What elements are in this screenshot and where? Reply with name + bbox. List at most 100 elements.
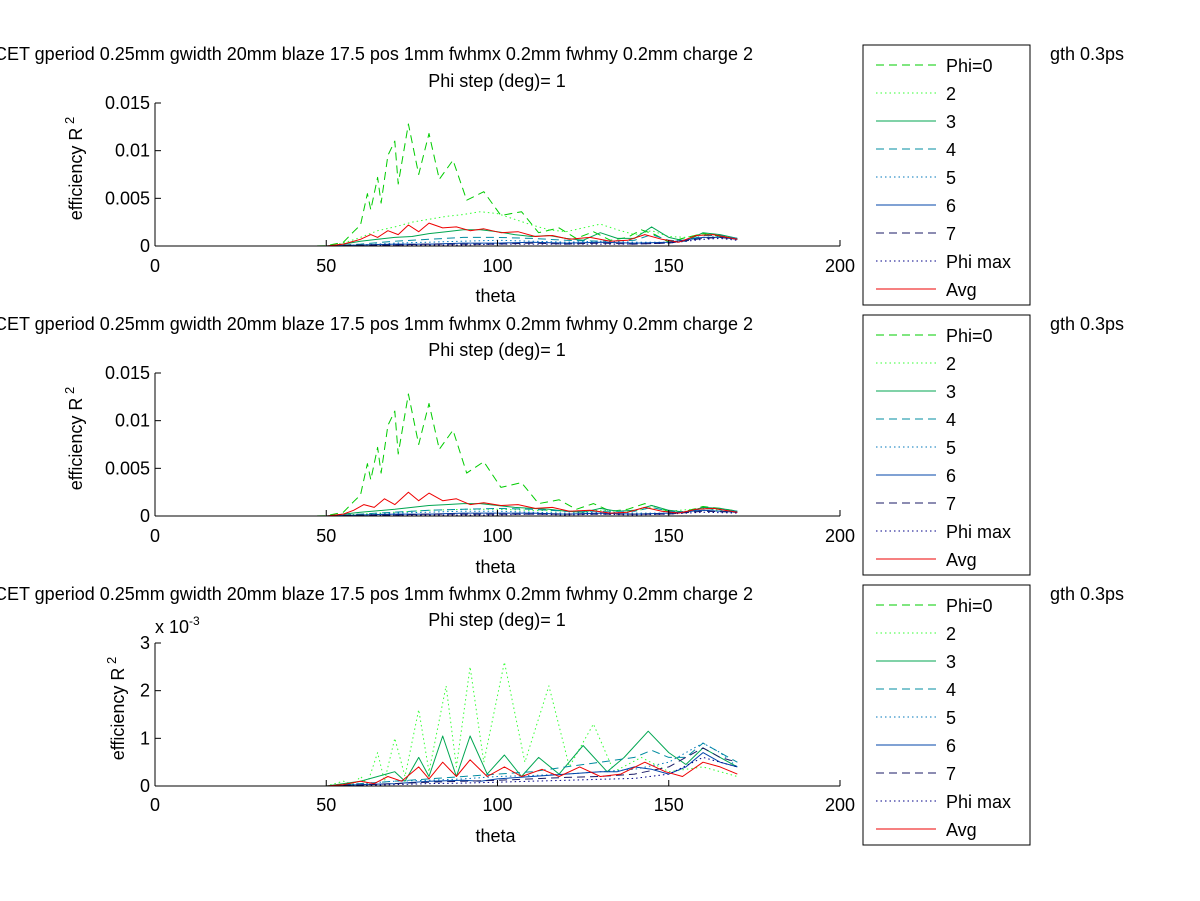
x-tick-label: 100 (482, 526, 512, 546)
series-line-6 (213, 752, 738, 786)
series-line-3 (213, 503, 738, 516)
legend-label: 6 (946, 736, 956, 756)
legend-label: Phi max (946, 792, 1011, 812)
x-tick-label: 100 (482, 795, 512, 815)
x-tick-label: 200 (825, 256, 855, 276)
x-tick-label: 50 (316, 795, 336, 815)
series-line-6 (213, 509, 738, 516)
x-tick-label: 150 (654, 256, 684, 276)
legend-label: 3 (946, 652, 956, 672)
series-line-7 (213, 236, 738, 246)
y-axis-label: efficiency R 2 (62, 387, 86, 491)
x-tick-label: 0 (150, 256, 160, 276)
legend-label: 6 (946, 466, 956, 486)
legend-label: 7 (946, 494, 956, 514)
x-tick-label: 100 (482, 256, 512, 276)
x-axis-label: theta (475, 286, 516, 306)
series-line-2 (213, 211, 738, 246)
subplot-1: CET gperiod 0.25mm gwidth 20mm blaze 17.… (0, 44, 1124, 306)
x-tick-label: 50 (316, 256, 336, 276)
legend-label: Phi max (946, 522, 1011, 542)
chart-title-tail: gth 0.3ps (1050, 584, 1124, 604)
chart-title-tail: gth 0.3ps (1050, 44, 1124, 64)
series-group (213, 661, 738, 786)
y-tick-label: 0 (140, 506, 150, 526)
x-tick-label: 50 (316, 526, 336, 546)
series-line-7 (213, 510, 738, 516)
legend-box (862, 314, 1031, 576)
chart-title: CET gperiod 0.25mm gwidth 20mm blaze 17.… (0, 44, 753, 64)
legend-label: 5 (946, 168, 956, 188)
legend-label: 5 (946, 708, 956, 728)
legend-label: Avg (946, 820, 977, 840)
legend-label: 5 (946, 438, 956, 458)
legend-label: 4 (946, 680, 956, 700)
series-line-phi-max (213, 756, 738, 786)
chart-subtitle: Phi step (deg)= 1 (428, 71, 566, 91)
series-line-3 (213, 226, 738, 246)
y-tick-label: 0.005 (105, 188, 150, 208)
x-tick-label: 0 (150, 795, 160, 815)
series-line-2 (213, 661, 738, 786)
chart-subtitle: Phi step (deg)= 1 (428, 340, 566, 360)
plots: CET gperiod 0.25mm gwidth 20mm blaze 17.… (0, 44, 1124, 846)
x-tick-label: 150 (654, 526, 684, 546)
y-tick-label: 0 (140, 776, 150, 796)
legend-label: 6 (946, 196, 956, 216)
y-tick-label: 1 (140, 728, 150, 748)
y-tick-label: 0.015 (105, 363, 150, 383)
x-axis-label: theta (475, 557, 516, 577)
y-tick-label: 0 (140, 236, 150, 256)
legend-label: 2 (946, 84, 956, 104)
y-tick-label: 0.015 (105, 93, 150, 113)
legend-label: 4 (946, 410, 956, 430)
series-line-7 (213, 747, 738, 786)
legend-label: 3 (946, 112, 956, 132)
legend-box (862, 584, 1031, 846)
x-tick-label: 150 (654, 795, 684, 815)
series-line-4 (213, 742, 738, 786)
legend: Phi=0 2 3 4 5 6 7 Phi max Avg (862, 584, 1031, 846)
legend: Phi=0 2 3 4 5 6 7 Phi max Avg (862, 44, 1031, 306)
series-line-avg (213, 759, 738, 786)
y-exponent-label: x 10-3 (155, 614, 200, 637)
subplot-3: CET gperiod 0.25mm gwidth 20mm blaze 17.… (0, 584, 1124, 846)
legend-label: Phi=0 (946, 56, 993, 76)
y-tick-label: 0.01 (115, 141, 150, 161)
series-line-3 (213, 730, 738, 786)
legend-label: Phi=0 (946, 326, 993, 346)
legend-label: 4 (946, 140, 956, 160)
legend-box (862, 44, 1031, 306)
chart-subtitle: Phi step (deg)= 1 (428, 610, 566, 630)
legend-label: Avg (946, 550, 977, 570)
legend-label: 7 (946, 224, 956, 244)
legend-label: 7 (946, 764, 956, 784)
y-tick-label: 2 (140, 681, 150, 701)
legend: Phi=0 2 3 4 5 6 7 Phi max Avg (862, 314, 1031, 576)
legend-label: 3 (946, 382, 956, 402)
x-tick-label: 200 (825, 795, 855, 815)
y-tick-label: 0.01 (115, 411, 150, 431)
chart-title-tail: gth 0.3ps (1050, 314, 1124, 334)
series-line-avg (213, 491, 738, 516)
chart-title: CET gperiod 0.25mm gwidth 20mm blaze 17.… (0, 584, 753, 604)
legend-label: Phi max (946, 252, 1011, 272)
legend-label: 2 (946, 354, 956, 374)
y-tick-label: 0.005 (105, 458, 150, 478)
x-tick-label: 200 (825, 526, 855, 546)
y-axis-label: efficiency R 2 (104, 657, 128, 761)
legend-label: Phi=0 (946, 596, 993, 616)
x-axis-label: theta (475, 826, 516, 846)
series-line-phi-0 (213, 123, 738, 246)
x-tick-label: 0 (150, 526, 160, 546)
series-line-4 (213, 234, 738, 246)
series-line-avg (213, 222, 738, 246)
y-tick-label: 3 (140, 633, 150, 653)
chart-title: CET gperiod 0.25mm gwidth 20mm blaze 17.… (0, 314, 753, 334)
y-axis-label: efficiency R 2 (62, 117, 86, 221)
series-line-phi-0 (213, 393, 738, 516)
legend-label: Avg (946, 280, 977, 300)
legend-label: 2 (946, 624, 956, 644)
subplot-2: CET gperiod 0.25mm gwidth 20mm blaze 17.… (0, 314, 1124, 577)
